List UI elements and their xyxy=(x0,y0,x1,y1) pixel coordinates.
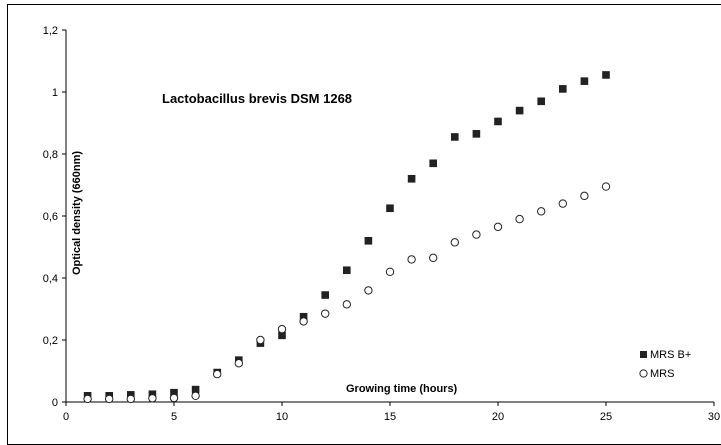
y-tick-label: 0,4 xyxy=(43,273,58,285)
point-mrs-b-plus-25 xyxy=(602,71,610,79)
point-mrs-b-plus-10 xyxy=(278,331,286,340)
x-axis-title: Growing time (hours) xyxy=(346,383,458,395)
point-mrs-16 xyxy=(407,255,416,264)
point-mrs-24 xyxy=(580,191,589,201)
point-mrs-b-plus-6 xyxy=(191,385,200,394)
x-tick-label: 10 xyxy=(276,411,288,423)
point-mrs-7 xyxy=(213,369,222,379)
point-mrs-b-plus-19 xyxy=(472,130,481,138)
point-mrs-4 xyxy=(148,394,157,403)
point-mrs-1 xyxy=(83,394,92,404)
point-mrs-3 xyxy=(126,394,136,404)
chart-title: Lactobacillus brevis DSM 1268 xyxy=(162,91,352,106)
point-mrs-b-plus-5 xyxy=(170,388,178,397)
point-mrs-13 xyxy=(342,300,351,309)
x-tick-label: 0 xyxy=(63,411,69,423)
point-mrs-23 xyxy=(558,199,567,208)
point-mrs-25 xyxy=(601,182,611,191)
point-mrs-20 xyxy=(493,222,503,232)
legend-label-mrs: MRS xyxy=(650,368,674,380)
point-mrs-b-plus-12 xyxy=(321,291,329,299)
x-tick-label: 25 xyxy=(600,411,612,423)
point-mrs-14 xyxy=(364,286,373,295)
x-tick-label: 15 xyxy=(384,411,396,423)
legend: MRS B+ MRS xyxy=(639,349,691,380)
point-mrs-b-plus-23 xyxy=(559,85,567,93)
point-mrs-11 xyxy=(299,317,308,326)
x-tick-label: 30 xyxy=(708,411,720,423)
y-tick-label: 1,2 xyxy=(43,25,58,37)
point-mrs-17 xyxy=(429,253,438,263)
point-mrs-8 xyxy=(234,359,244,368)
point-mrs-b-plus-18 xyxy=(451,133,459,141)
point-mrs-b-plus-16 xyxy=(407,175,416,183)
axes xyxy=(65,30,714,403)
y-axis-title: Optical density (660nm) xyxy=(71,151,83,275)
point-mrs-18 xyxy=(450,238,459,247)
point-mrs-6 xyxy=(191,391,200,400)
point-mrs-b-plus-20 xyxy=(494,117,502,126)
point-mrs-15 xyxy=(385,267,395,276)
y-ticks: 0 0,2 0,4 0,6 0,8 1 1,2 xyxy=(43,25,66,409)
point-mrs-10 xyxy=(277,324,287,334)
y-tick-label: 0 xyxy=(52,397,58,409)
legend-marker-mrs xyxy=(639,369,648,378)
y-tick-label: 0,6 xyxy=(43,211,58,223)
point-mrs-b-plus-15 xyxy=(386,204,394,213)
point-mrs-12 xyxy=(321,309,330,318)
point-mrs-b-plus-14 xyxy=(364,237,373,245)
point-mrs-19 xyxy=(472,230,481,239)
point-mrs-22 xyxy=(537,207,546,216)
data-points xyxy=(83,71,611,404)
y-tick-label: 0,8 xyxy=(43,149,58,161)
legend-marker-mrs-b-plus xyxy=(640,351,647,358)
point-mrs-5 xyxy=(169,393,179,403)
point-mrs-b-plus-24 xyxy=(580,77,589,85)
point-mrs-2 xyxy=(105,394,114,404)
x-ticks: 0 5 10 15 20 25 30 xyxy=(63,402,720,423)
point-mrs-9 xyxy=(256,335,265,345)
x-tick-label: 20 xyxy=(492,411,504,423)
point-mrs-b-plus-22 xyxy=(537,97,545,106)
point-mrs-21 xyxy=(515,214,524,224)
point-mrs-b-plus-13 xyxy=(343,266,351,275)
point-mrs-b-plus-17 xyxy=(429,159,437,168)
point-mrs-b-plus-21 xyxy=(515,106,524,115)
y-tick-label: 1 xyxy=(52,87,58,99)
x-tick-label: 5 xyxy=(171,411,177,423)
legend-label-mrs-b-plus: MRS B+ xyxy=(650,349,691,361)
y-tick-label: 0,2 xyxy=(43,335,58,347)
point-mrs-b-plus-11 xyxy=(299,312,308,321)
